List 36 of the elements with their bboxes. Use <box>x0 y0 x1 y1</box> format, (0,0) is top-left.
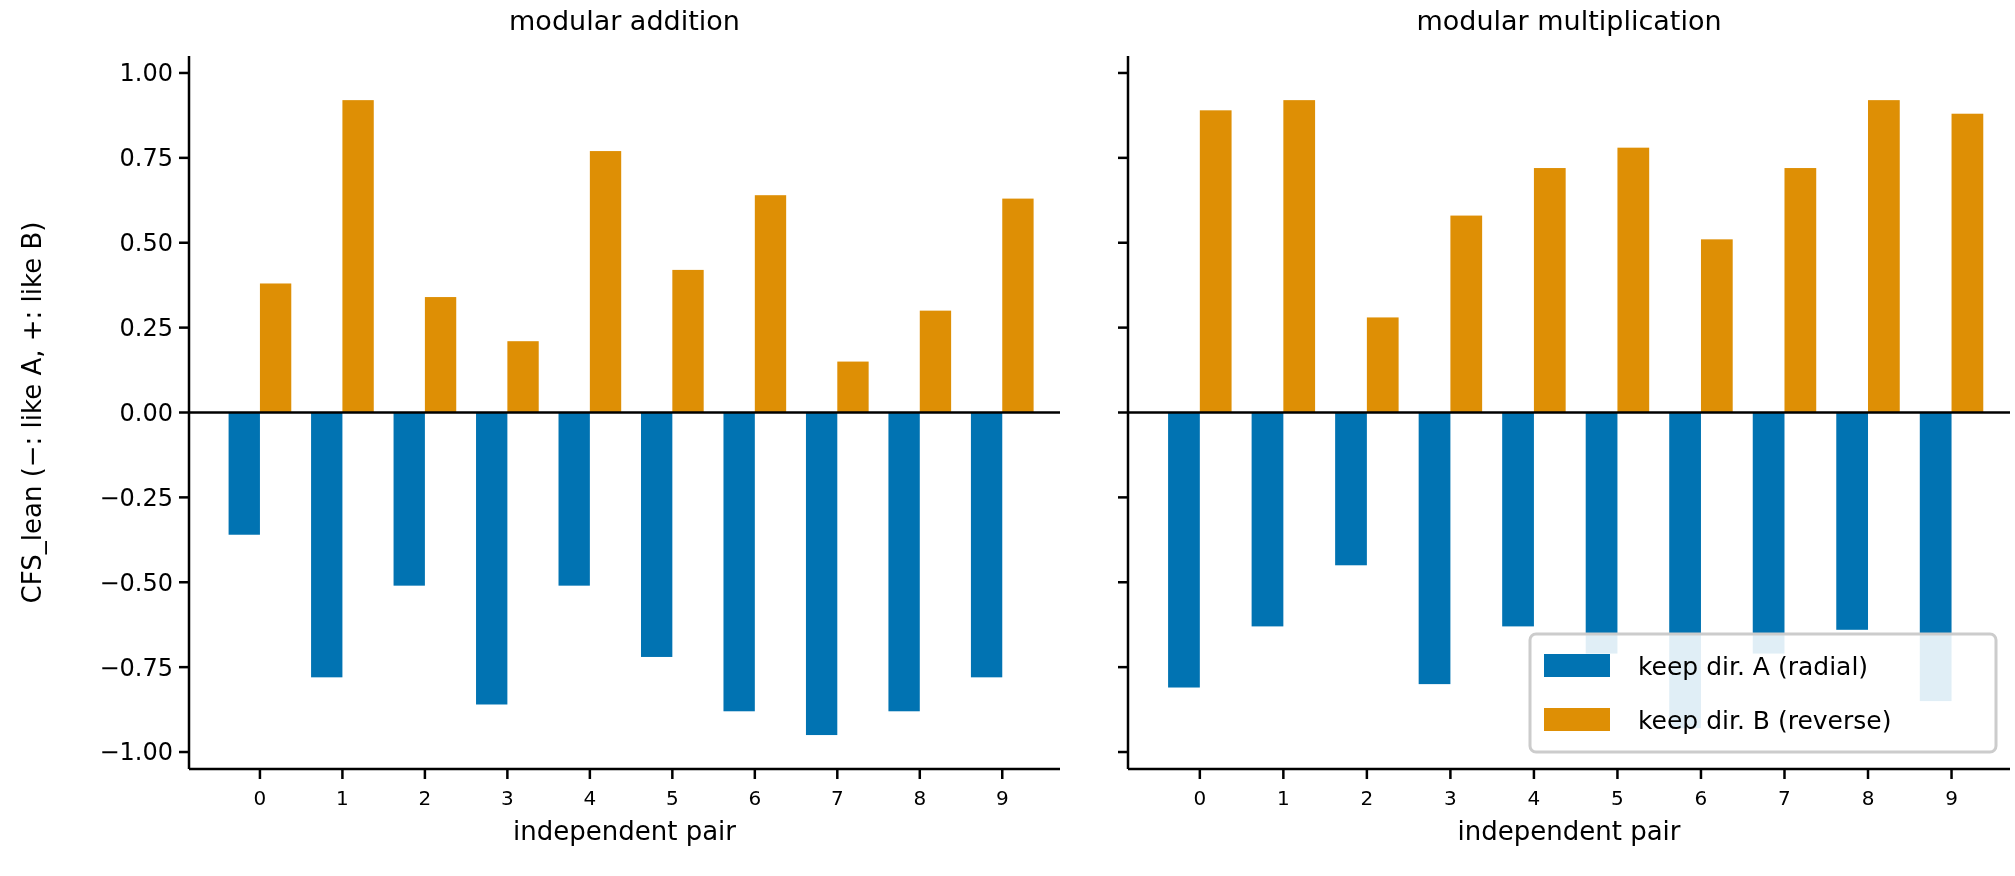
x-tick-label: 5 <box>665 786 679 810</box>
x-tick-label: 9 <box>995 786 1009 810</box>
x-tick-label: 1 <box>1276 786 1290 810</box>
y-tick-label: −1.00 <box>99 738 173 767</box>
chart-title: modular addition <box>509 5 740 36</box>
x-tick-label: 3 <box>1444 786 1457 810</box>
legend-label: keep dir. B (reverse) <box>1638 705 1892 735</box>
y-tick-label: −0.50 <box>99 568 173 597</box>
x-tick-label: 0 <box>253 786 267 810</box>
x-tick-label: 1 <box>336 786 349 810</box>
x-tick-label: 7 <box>1778 786 1791 810</box>
y-tick-label: −0.25 <box>99 483 173 512</box>
y-axis-title: CFS_lean (−: like A, +: like B) <box>17 221 47 604</box>
x-tick-label: 8 <box>913 786 927 810</box>
x-tick-label: 6 <box>1694 786 1708 810</box>
x-tick-label: 8 <box>1861 786 1875 810</box>
x-tick-label: 7 <box>830 786 844 810</box>
x-tick-label: 9 <box>1945 786 1958 810</box>
y-tick-label: 1.00 <box>119 59 173 88</box>
x-axis-title: independent pair <box>513 816 737 846</box>
chart-title: modular multiplication <box>1416 5 1722 36</box>
x-tick-label: 4 <box>1527 786 1541 810</box>
x-tick-label: 3 <box>501 786 514 810</box>
x-axis-title: independent pair <box>1457 816 1681 846</box>
x-tick-label: 6 <box>748 786 762 810</box>
y-tick-label: 0.25 <box>119 314 173 343</box>
y-tick-label: 0.50 <box>119 229 173 258</box>
x-tick-label: 2 <box>1360 786 1374 810</box>
x-tick-label: 2 <box>418 786 432 810</box>
y-tick-label: 0.75 <box>119 144 173 173</box>
x-tick-label: 5 <box>1611 786 1624 810</box>
legend-label: keep dir. A (radial) <box>1638 651 1869 681</box>
x-tick-label: 4 <box>583 786 597 810</box>
y-tick-label: −0.75 <box>99 653 173 682</box>
y-tick-label: 0.00 <box>119 398 173 427</box>
x-tick-label: 0 <box>1193 786 1207 810</box>
